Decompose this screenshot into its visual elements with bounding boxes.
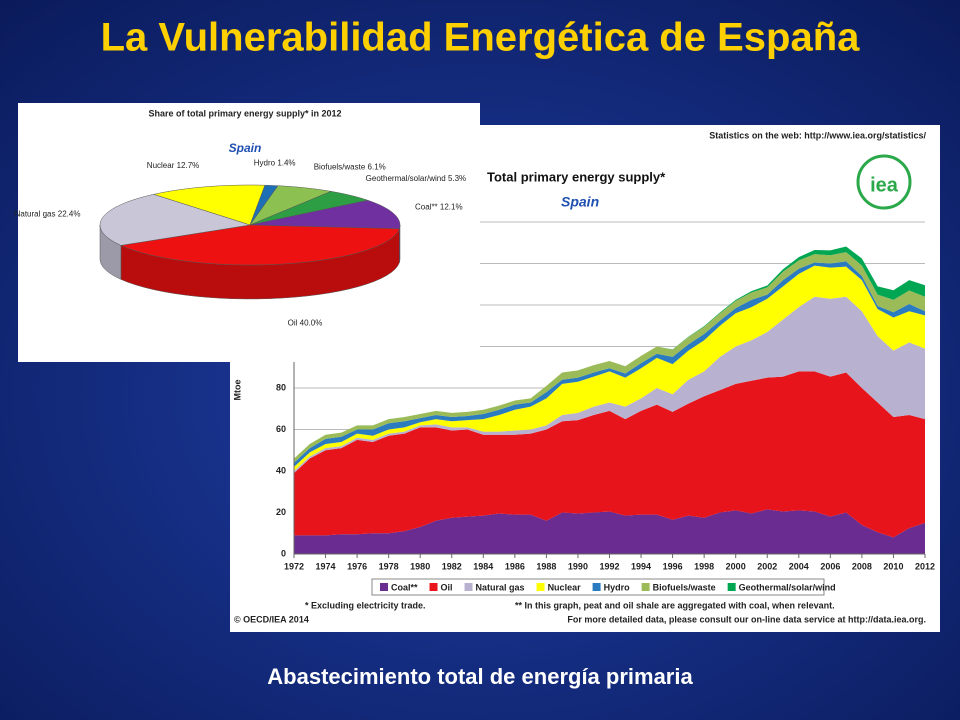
y-tick-label: 60 bbox=[276, 424, 286, 434]
pie-label: Hydro 1.4% bbox=[254, 159, 296, 168]
pie-label-category: Biofuels/waste bbox=[314, 163, 366, 172]
pie-label-value: 6.1% bbox=[368, 163, 386, 172]
pie-label-category: Geothermal/solar/wind bbox=[366, 174, 446, 183]
x-tick-label: 1982 bbox=[442, 561, 462, 571]
source: Statistics on the web: http://www.iea.or… bbox=[709, 130, 926, 140]
chart-subtitle: Spain bbox=[229, 141, 262, 155]
x-tick-label: 1980 bbox=[410, 561, 430, 571]
legend-swatch bbox=[380, 583, 388, 591]
pie-slice bbox=[99, 194, 251, 246]
pie-label-category: Hydro bbox=[254, 159, 276, 168]
chart-subtitle: Spain bbox=[561, 194, 599, 210]
area-series bbox=[294, 509, 925, 554]
pie-label: Coal** 12.1% bbox=[415, 203, 463, 212]
footnote: © OECD/IEA 2014 bbox=[234, 614, 309, 624]
pie-label: Oil 40.0% bbox=[288, 319, 323, 328]
x-tick-label: 2012 bbox=[915, 561, 935, 571]
x-tick-label: 1978 bbox=[379, 561, 399, 571]
pie-label: Natural gas 22.4% bbox=[15, 210, 81, 219]
x-tick-label: 1990 bbox=[568, 561, 588, 571]
logo-text: iea bbox=[870, 174, 899, 196]
x-tick-label: 1974 bbox=[316, 561, 336, 571]
pie-slice bbox=[152, 184, 266, 226]
legend-label: Oil bbox=[441, 582, 453, 592]
y-axis-label: Mtoe bbox=[232, 380, 242, 401]
x-tick-label: 1972 bbox=[284, 561, 304, 571]
slide-caption: Abastecimiento total de energía primaria bbox=[267, 664, 693, 689]
y-tick-label: 80 bbox=[276, 382, 286, 392]
x-tick-label: 1986 bbox=[505, 561, 525, 571]
y-tick-label: 20 bbox=[276, 507, 286, 517]
x-tick-label: 2010 bbox=[883, 561, 903, 571]
pie-label-value: 22.4% bbox=[58, 210, 81, 219]
area-series bbox=[294, 265, 925, 471]
x-tick-label: 1988 bbox=[536, 561, 556, 571]
x-tick-label: 1976 bbox=[347, 561, 367, 571]
pie-label: Nuclear 12.7% bbox=[147, 161, 200, 170]
area-series bbox=[294, 296, 925, 474]
legend-label: Biofuels/waste bbox=[653, 582, 716, 592]
slide-title: La Vulnerabilidad Energética de España bbox=[101, 16, 861, 60]
x-tick-label: 1996 bbox=[663, 561, 683, 571]
legend-swatch bbox=[536, 583, 545, 591]
legend-label: Natural gas bbox=[476, 582, 525, 592]
footnote: * Excluding electricity trade. bbox=[305, 600, 426, 610]
pie-label-value: 12.1% bbox=[440, 203, 463, 212]
pie-label-category: Nuclear bbox=[147, 161, 175, 170]
legend-swatch bbox=[727, 583, 736, 591]
pie-label-category: Coal** bbox=[415, 203, 438, 212]
x-tick-label: 2004 bbox=[789, 561, 809, 571]
pie-slice bbox=[249, 191, 369, 226]
pie-label-value: 1.4% bbox=[277, 159, 295, 168]
pie-slice bbox=[249, 185, 332, 226]
x-tick-label: 1998 bbox=[694, 561, 714, 571]
x-tick-label: 1984 bbox=[473, 561, 493, 571]
x-tick-label: 1992 bbox=[599, 561, 619, 571]
legend-label: Geothermal/solar/wind bbox=[739, 582, 836, 592]
pie-label: Biofuels/waste 6.1% bbox=[314, 163, 386, 172]
footnote: ** In this graph, peat and oil shale are… bbox=[515, 600, 835, 610]
pie-label-value: 12.7% bbox=[177, 161, 200, 170]
legend-swatch bbox=[464, 583, 473, 591]
pie-label: Geothermal/solar/wind 5.3% bbox=[366, 174, 467, 183]
y-tick-label: 0 bbox=[281, 548, 286, 558]
x-tick-label: 2000 bbox=[726, 561, 746, 571]
x-tick-label: 2008 bbox=[852, 561, 872, 571]
pie-chart: Share of total primary energy supply* in… bbox=[15, 103, 480, 362]
area-series bbox=[294, 252, 925, 463]
pie-label-category: Oil bbox=[288, 319, 298, 328]
logo bbox=[856, 154, 912, 210]
legend-swatch bbox=[592, 583, 601, 591]
x-tick-label: 1994 bbox=[631, 561, 651, 571]
pie-slice bbox=[120, 224, 400, 266]
legend-swatch bbox=[429, 583, 438, 591]
legend-label: Coal** bbox=[391, 582, 418, 592]
chart-title: Total primary energy supply* bbox=[487, 169, 666, 184]
legend-swatch bbox=[641, 583, 650, 591]
chart-title: Share of total primary energy supply* in… bbox=[148, 108, 341, 118]
pie-label-category: Natural gas bbox=[15, 210, 56, 219]
pie-slice bbox=[249, 200, 401, 229]
legend-label: Nuclear bbox=[548, 582, 582, 592]
pie-label-value: 5.3% bbox=[448, 174, 466, 183]
x-tick-label: 2002 bbox=[757, 561, 777, 571]
pie-label-value: 40.0% bbox=[300, 319, 323, 328]
footnote: For more detailed data, please consult o… bbox=[567, 614, 926, 624]
legend-label: Hydro bbox=[604, 582, 631, 592]
area-series bbox=[294, 371, 925, 538]
x-tick-label: 2006 bbox=[820, 561, 840, 571]
y-tick-label: 40 bbox=[276, 465, 286, 475]
